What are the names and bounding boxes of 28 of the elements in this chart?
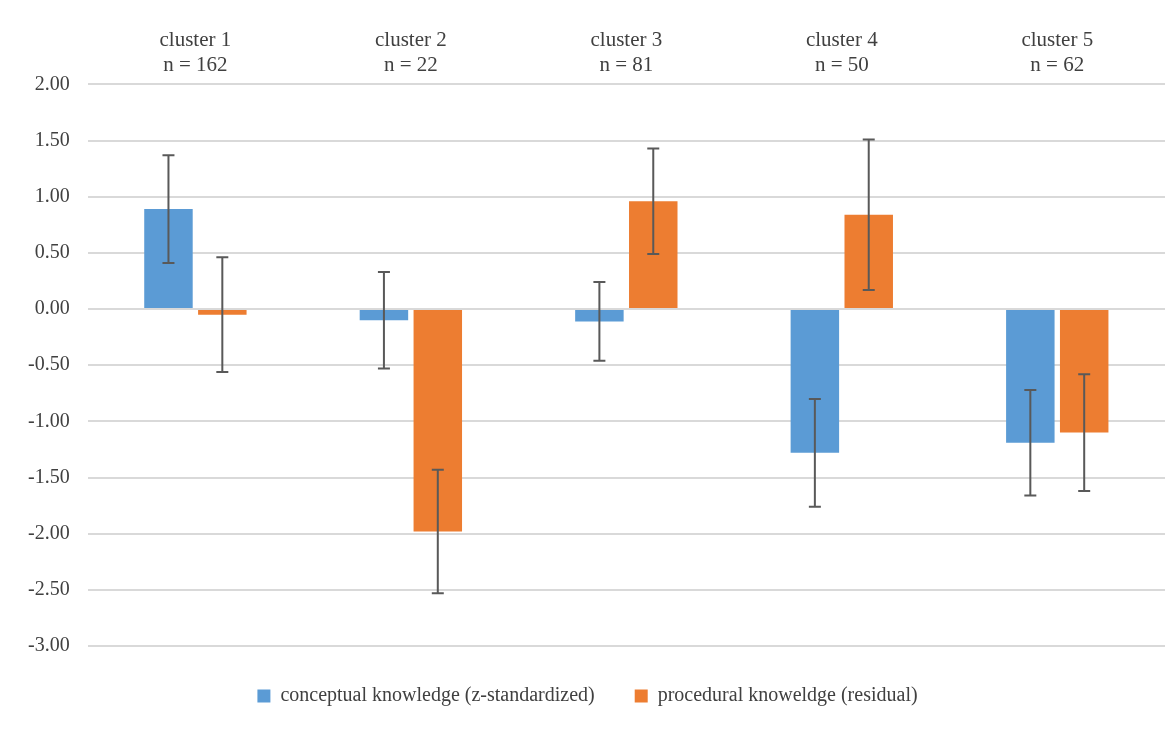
bar [1059,310,1109,433]
bar [198,310,247,315]
bar [1006,310,1055,443]
y-tick-label: 0.00 [34,296,70,319]
bar [790,310,840,453]
y-tick-label: -0.50 [27,352,70,375]
bar [844,214,893,309]
y-tick-label: -2.00 [27,520,70,543]
x-tick-label: cluster 1 n = 162 [159,27,232,77]
bar [413,310,463,532]
y-tick-label: 1.00 [34,183,70,206]
x-tick-label: cluster 5 n = 62 [1021,27,1094,77]
y-tick-label: 0.50 [34,240,70,263]
x-tick-label: cluster 4 n = 50 [805,27,879,77]
y-tick-label: -2.50 [27,577,70,600]
y-tick-label: 2.00 [34,71,70,94]
bar [359,310,409,321]
y-tick-label: -1.50 [27,464,70,487]
x-tick-label: cluster 3 n = 81 [590,27,663,77]
x-tick-label: cluster 2 n = 22 [374,27,447,77]
legend-label: procedural knoweldge (residual) [657,683,918,707]
y-tick-label: -1.00 [27,408,70,431]
y-tick-label: -3.00 [27,633,70,656]
bar [144,209,193,309]
legend-label: conceptual knowledge (z-standardized) [280,683,595,707]
bar [575,310,624,322]
bar [629,201,678,309]
y-tick-label: 1.50 [34,127,70,150]
